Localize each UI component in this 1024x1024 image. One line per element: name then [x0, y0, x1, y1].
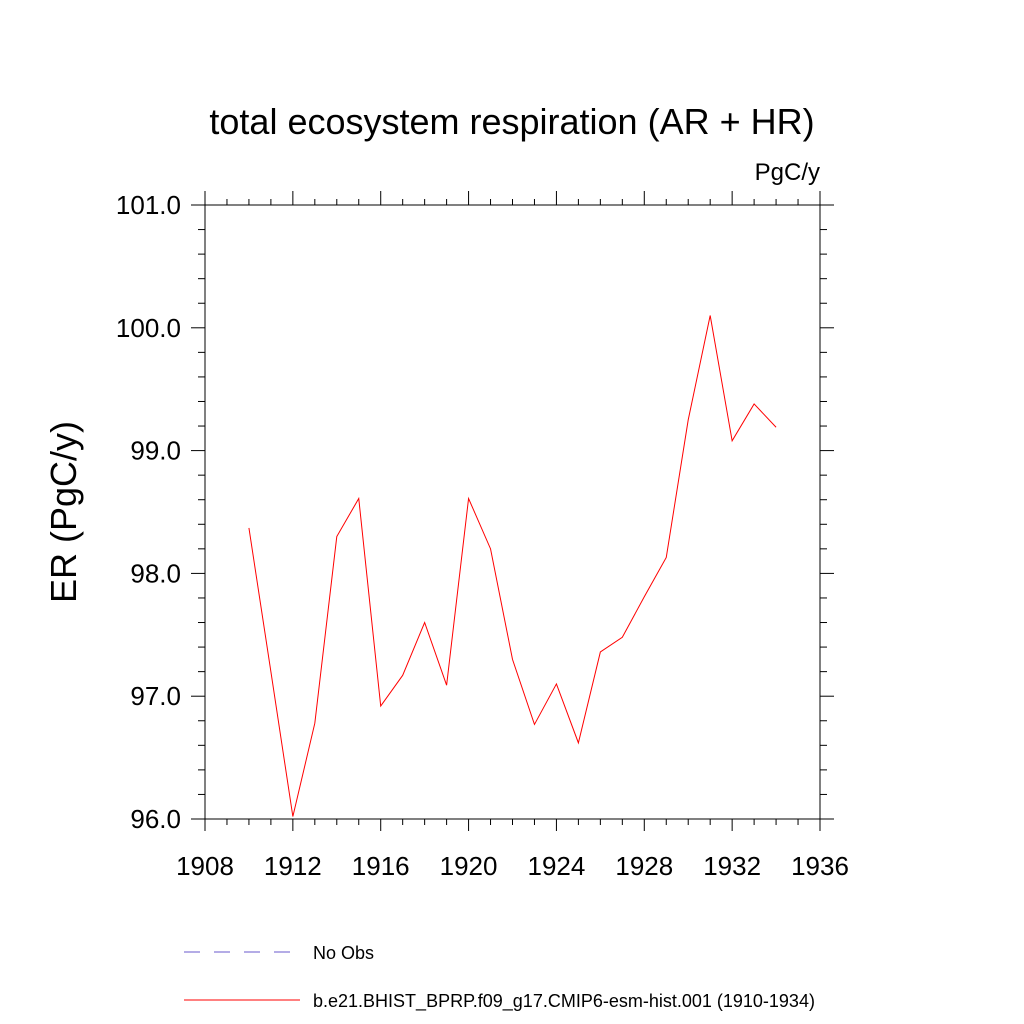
legend: No Obs b.e21.BHIST_BPRP.f09_g17.CMIP6-es…	[184, 943, 815, 1012]
legend-label-model: b.e21.BHIST_BPRP.f09_g17.CMIP6-esm-hist.…	[313, 991, 815, 1012]
y-tick-labels: 96.0 97.0 98.0 99.0 100.0 101.0	[116, 190, 181, 834]
series-group	[248, 315, 777, 817]
y-tick-label: 96.0	[130, 804, 181, 834]
x-tick-label: 1928	[615, 851, 673, 881]
y-tick-label: 101.0	[116, 190, 181, 220]
series-line	[248, 315, 777, 817]
y-tick-label: 98.0	[130, 558, 181, 588]
chart-title: total ecosystem respiration (AR + HR)	[209, 101, 814, 142]
plot-frame	[204, 204, 821, 820]
minor-ticks	[198, 199, 827, 825]
x-tick-label: 1932	[703, 851, 761, 881]
y-tick-label: 99.0	[130, 436, 181, 466]
major-ticks	[191, 191, 834, 831]
y-tick-label: 97.0	[130, 681, 181, 711]
x-tick-label: 1916	[352, 851, 410, 881]
x-tick-labels: 1908 1912 1916 1920 1924 1928 1932 1936	[176, 851, 849, 881]
x-tick-label: 1908	[176, 851, 234, 881]
y-axis-label: ER (PgC/y)	[43, 421, 84, 603]
x-tick-label: 1920	[440, 851, 498, 881]
x-tick-label: 1924	[528, 851, 586, 881]
legend-label-no-obs: No Obs	[313, 943, 374, 963]
x-tick-label: 1936	[791, 851, 849, 881]
y-tick-label: 100.0	[116, 313, 181, 343]
x-tick-label: 1912	[264, 851, 322, 881]
units-label: PgC/y	[755, 159, 820, 186]
